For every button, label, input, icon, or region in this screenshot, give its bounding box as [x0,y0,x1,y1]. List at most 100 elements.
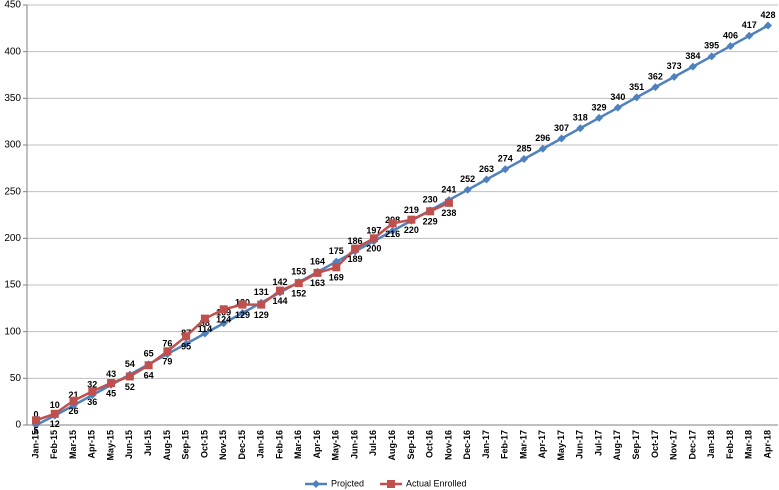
x-tick-label: Apr-18 [762,430,772,459]
point [107,379,116,387]
point [200,329,209,338]
x-tick-label: Jun-17 [575,430,585,459]
point [351,244,360,253]
x-tick-label: Apr-17 [537,430,547,459]
data-label: 142 [272,277,287,287]
x-tick-label: Jan-18 [706,430,716,459]
data-label: 373 [667,61,682,71]
data-label: 21 [69,390,79,400]
point [576,124,585,133]
data-label: 0 [33,409,38,419]
data-label: 76 [162,338,172,348]
data-label: 5 [33,426,38,436]
data-label: 54 [125,359,135,369]
data-label: 144 [272,296,287,306]
x-tick-label: Aug-16 [387,430,397,461]
data-label: 163 [310,278,325,288]
data-label: 26 [69,406,79,416]
point [313,268,322,277]
data-label: 197 [366,226,381,236]
y-tick-label: 350 [4,93,21,104]
data-label: 362 [648,72,663,82]
data-label: 175 [329,246,344,256]
data-label: 124 [216,315,231,325]
x-tick-label: Jan-15 [30,430,40,459]
point [332,263,341,272]
y-tick-label: 0 [15,420,21,431]
point [707,52,716,61]
data-label: 45 [106,388,116,398]
legend-item: Projcted [305,478,364,488]
y-tick-label: 50 [10,373,22,384]
data-label: 252 [460,174,475,184]
point [482,175,491,184]
x-tick-label: Nov-15 [218,430,228,460]
point [182,332,191,341]
x-tick-label: Jan-17 [481,430,491,459]
data-label: 340 [610,92,625,102]
x-tick-label: May-15 [105,430,115,461]
point [163,347,172,356]
x-tick-label: Feb-17 [500,430,510,459]
y-tick-label: 150 [4,280,21,291]
point [670,72,679,81]
data-label: 189 [348,254,363,264]
data-label: 131 [254,287,269,297]
y-tick-label: 100 [4,326,21,337]
legend-label: Actual Enrolled [406,478,467,488]
point [88,387,97,396]
data-label: 318 [573,113,588,123]
data-label: 241 [441,184,456,194]
x-tick-label: Sep-15 [181,430,191,460]
data-label: 152 [291,289,306,299]
point [426,207,435,216]
point [520,155,528,163]
data-label: 384 [685,51,700,61]
x-tick-label: Oct-17 [650,430,660,458]
data-label: 329 [592,102,607,112]
x-tick-label: May-16 [331,430,341,461]
data-label: 220 [404,225,419,235]
x-tick-label: Feb-18 [725,430,735,459]
data-label: 238 [441,208,456,218]
point [501,165,510,174]
data-label: 296 [535,133,550,143]
x-tick-label: Jun-15 [124,430,134,459]
point [745,31,754,40]
y-tick-label: 450 [4,0,21,11]
data-label: 274 [498,154,513,164]
data-label: 32 [87,380,97,390]
y-tick-label: 200 [4,233,21,244]
data-label: 65 [144,349,154,359]
data-label: 406 [723,30,738,40]
data-label: 169 [329,273,344,283]
data-label: 52 [125,382,135,392]
x-tick-label: Nov-17 [669,430,679,460]
point [407,215,416,224]
data-label: 64 [144,371,154,381]
point [219,319,228,328]
data-label: 153 [291,267,306,277]
data-label: 186 [348,236,363,246]
x-tick-label: Jul-16 [368,430,378,456]
legend-marker [387,480,396,488]
x-tick-label: Jul-17 [593,430,603,456]
point [557,134,566,143]
point [651,83,660,92]
data-label: 417 [742,20,757,30]
x-tick-label: Sep-17 [631,430,641,460]
legend-label: Projcted [331,478,364,488]
x-tick-label: Aug-17 [612,430,622,461]
point [388,219,397,228]
point [238,309,247,317]
x-tick-label: Jan-16 [256,430,266,459]
legend-item: Actual Enrolled [380,478,467,488]
x-tick-label: Apr-16 [312,430,322,459]
y-tick-label: 250 [4,186,21,197]
data-label: 114 [198,324,213,334]
point [238,300,247,309]
data-label: 351 [629,82,644,92]
x-tick-label: Feb-15 [49,430,59,459]
x-tick-label: Mar-17 [518,430,528,459]
x-tick-label: Mar-15 [68,430,78,459]
